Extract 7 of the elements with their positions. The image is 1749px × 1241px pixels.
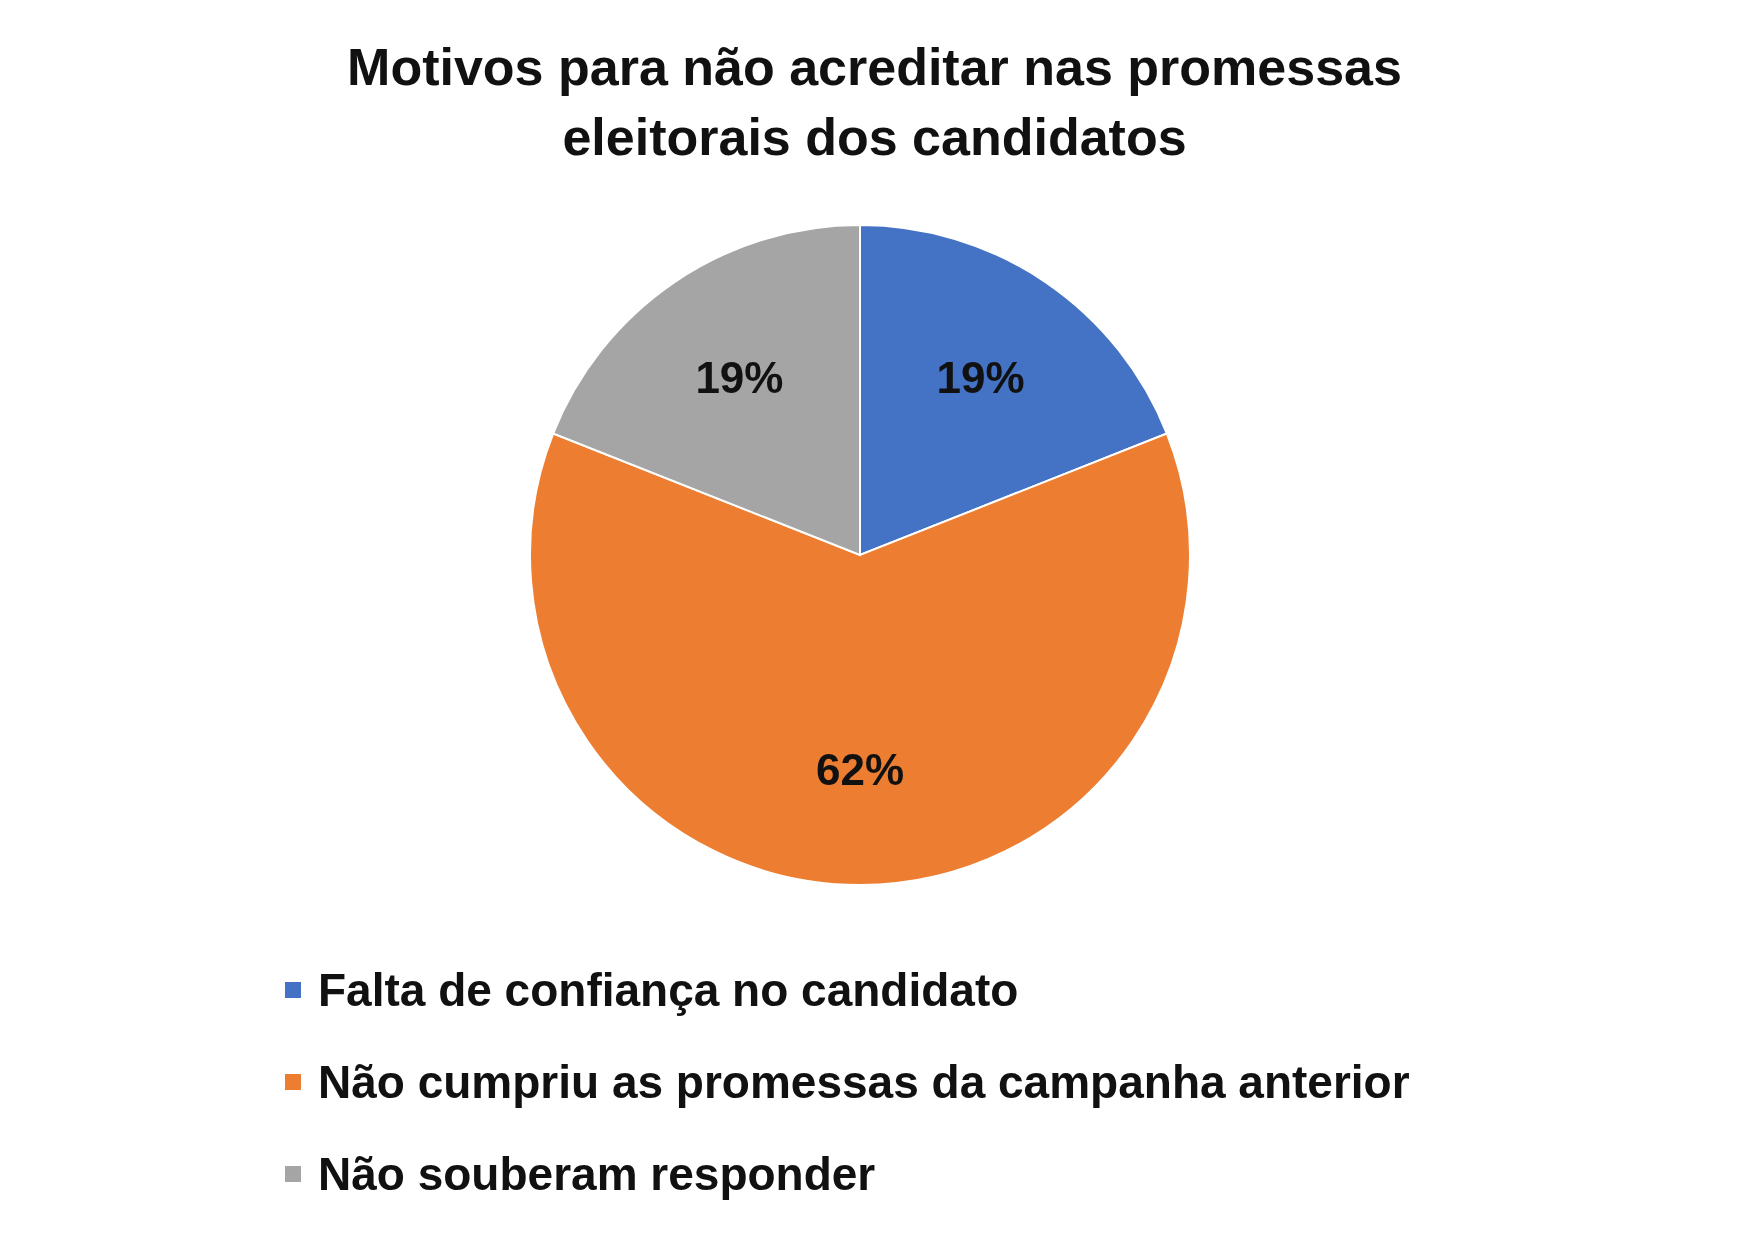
legend-label: Não souberam responder bbox=[318, 1148, 876, 1200]
data-label: 19% bbox=[936, 353, 1025, 403]
data-label: 19% bbox=[695, 353, 784, 403]
legend-label: Não cumpriu as promessas da campanha anterior bbox=[318, 1056, 1410, 1108]
chart-title: Motivos para não acreditar nas promessas eleitorais dos candidatos bbox=[347, 38, 1402, 166]
data-label: 62% bbox=[815, 745, 905, 794]
legend-label: Falta de confiança no candidato bbox=[318, 964, 1019, 1016]
